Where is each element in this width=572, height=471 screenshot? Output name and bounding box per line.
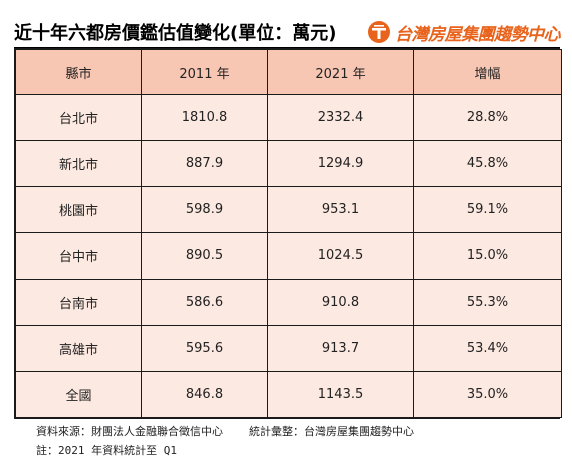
cell-2021: 1294.9 xyxy=(267,140,414,188)
brand-name: 台灣房屋集團趨勢中心 xyxy=(395,24,561,45)
compiled-note: 統計彙整：台灣房屋集團趨勢中心 xyxy=(249,425,414,438)
data-note: 註：2021 年資料統計至 Q1 xyxy=(36,444,177,457)
cell-city: 新北市 xyxy=(15,140,142,188)
table-row: 新北市 887.9 1294.9 45.8% xyxy=(15,140,562,188)
cell-growth: 15.0% xyxy=(413,232,562,280)
cell-city: 台中市 xyxy=(15,232,142,280)
header-2011: 2011 年 xyxy=(141,49,268,95)
table-row: 台中市 890.5 1024.5 15.0% xyxy=(15,232,562,280)
price-table: 縣市 2011 年 2021 年 增幅 台北市 1810.8 2332.4 28… xyxy=(15,49,562,419)
table-row: 台北市 1810.8 2332.4 28.8% xyxy=(15,93,562,142)
header-city: 縣市 xyxy=(15,49,142,95)
cell-city: 台南市 xyxy=(15,278,142,326)
footer-source-line: 資料來源：財團法人金融聯合徵信中心 統計彙整：台灣房屋集團趨勢中心 xyxy=(36,422,566,441)
taiwan-realty-logo-icon xyxy=(368,21,390,43)
footer-note-line: 註：2021 年資料統計至 Q1 xyxy=(36,441,566,460)
cell-growth: 45.8% xyxy=(413,140,562,188)
page-title: 近十年六都房價鑑估值變化(單位：萬元) xyxy=(14,23,337,44)
cell-city: 桃園市 xyxy=(15,186,142,234)
cell-2011: 586.6 xyxy=(141,278,268,326)
cell-growth: 35.0% xyxy=(413,370,562,419)
cell-2021: 910.8 xyxy=(267,278,414,326)
cell-2021: 2332.4 xyxy=(267,93,414,142)
brand: 台灣房屋集團趨勢中心 xyxy=(367,20,561,45)
cell-2011: 890.5 xyxy=(141,232,268,280)
cell-growth: 55.3% xyxy=(413,278,562,326)
table-row: 台南市 586.6 910.8 55.3% xyxy=(15,278,562,326)
table-row: 高雄市 595.6 913.7 53.4% xyxy=(15,324,562,372)
header-2021: 2021 年 xyxy=(267,49,414,95)
cell-2011: 846.8 xyxy=(141,370,268,419)
cell-city: 高雄市 xyxy=(15,324,142,372)
cell-city: 台北市 xyxy=(15,93,142,142)
cell-2011: 598.9 xyxy=(141,186,268,234)
footer: 資料來源：財團法人金融聯合徵信中心 統計彙整：台灣房屋集團趨勢中心 註：2021 … xyxy=(36,422,566,460)
cell-growth: 28.8% xyxy=(413,93,562,142)
cell-growth: 59.1% xyxy=(413,186,562,234)
cell-2011: 595.6 xyxy=(141,324,268,372)
cell-city: 全國 xyxy=(15,370,142,419)
cell-growth: 53.4% xyxy=(413,324,562,372)
table-row: 全國 846.8 1143.5 35.0% xyxy=(15,370,562,419)
cell-2011: 887.9 xyxy=(141,140,268,188)
table-row: 桃園市 598.9 953.1 59.1% xyxy=(15,186,562,234)
cell-2011: 1810.8 xyxy=(141,93,268,142)
cell-2021: 1024.5 xyxy=(267,232,414,280)
cell-2021: 913.7 xyxy=(267,324,414,372)
header-growth: 增幅 xyxy=(413,49,562,95)
price-table-container: 縣市 2011 年 2021 年 增幅 台北市 1810.8 2332.4 28… xyxy=(14,48,562,419)
header: 近十年六都房價鑑估值變化(單位：萬元) 台灣房屋集團趨勢中心 xyxy=(14,18,561,46)
cell-2021: 1143.5 xyxy=(267,370,414,419)
source-note: 資料來源：財團法人金融聯合徵信中心 xyxy=(36,425,223,438)
cell-2021: 953.1 xyxy=(267,186,414,234)
table-header-row: 縣市 2011 年 2021 年 增幅 xyxy=(15,49,562,95)
